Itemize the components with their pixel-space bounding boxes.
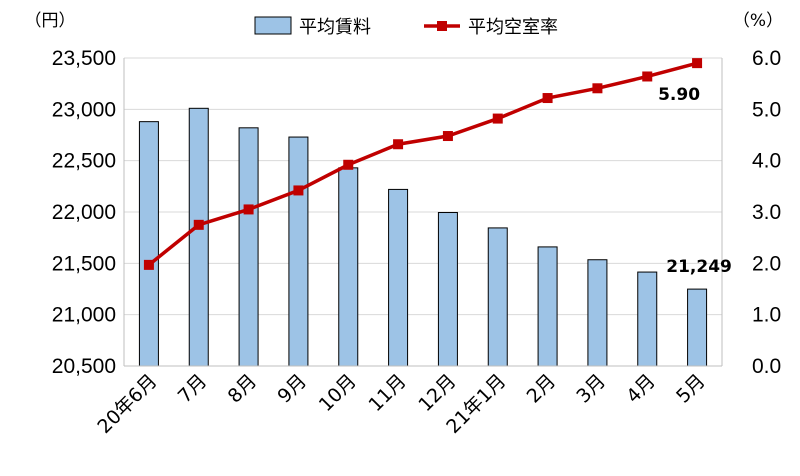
bar — [437, 212, 458, 367]
bar — [238, 127, 259, 367]
category-label: 8月 — [224, 370, 262, 408]
line-point — [642, 71, 653, 82]
bar-data-label: 21,249 — [666, 257, 732, 277]
right-tick-label: 5.0 — [752, 98, 781, 121]
line-point — [692, 58, 703, 69]
right-tick-label: 1.0 — [752, 304, 781, 327]
category-label: 7月 — [174, 370, 212, 408]
axes — [123, 58, 723, 367]
bar — [687, 288, 708, 367]
line-data-label: 5.90 — [658, 85, 700, 105]
line-point — [492, 113, 503, 124]
category-label: 9月 — [273, 370, 311, 408]
bar — [487, 227, 508, 367]
category-label: 20年6月 — [93, 370, 161, 438]
left-tick-label: 20,500 — [52, 355, 116, 378]
bar — [138, 121, 159, 367]
legend: 平均賃料 平均空室率 — [254, 16, 558, 38]
line-point — [293, 185, 304, 196]
axis-labels: 20,500 21,000 21,500 22,000 22,500 23,000 23,5… — [52, 47, 781, 438]
bar — [637, 271, 658, 367]
category-label: 5月 — [672, 370, 710, 408]
bar — [338, 167, 359, 367]
category-label: 3月 — [572, 370, 610, 408]
left-tick-label: 22,500 — [52, 150, 116, 173]
line-point — [243, 204, 254, 215]
bar — [188, 107, 209, 367]
legend-label: 平均賃料 — [299, 17, 371, 38]
right-axis-unit: （%） — [733, 11, 783, 31]
category-label: 2月 — [523, 370, 561, 408]
line-point — [442, 131, 453, 142]
line-point — [542, 93, 553, 104]
line-path — [147, 61, 698, 267]
line-point — [193, 219, 204, 230]
bar-series — [138, 107, 708, 367]
category-label: 10月 — [315, 370, 361, 416]
left-tick-label: 21,000 — [52, 304, 116, 327]
left-tick-label: 22,000 — [52, 201, 116, 224]
bar — [587, 259, 608, 367]
right-tick-label: 3.0 — [752, 201, 781, 224]
left-axis-unit: （円） — [25, 11, 76, 31]
line-series — [143, 58, 703, 270]
bar — [388, 188, 409, 367]
right-tick-label: 0.0 — [752, 355, 781, 378]
line-point — [343, 159, 354, 170]
left-tick-label: 23,500 — [52, 47, 116, 70]
line-point — [143, 259, 154, 270]
category-label: 4月 — [622, 370, 660, 408]
grid-lines — [124, 57, 722, 367]
legend-swatch-marker — [437, 21, 447, 31]
legend-label: 平均空室率 — [468, 17, 558, 38]
bar — [288, 136, 309, 367]
right-tick-label: 4.0 — [752, 150, 781, 173]
category-label: 12月 — [414, 370, 460, 416]
left-tick-label: 21,500 — [52, 252, 116, 275]
left-tick-label: 23,000 — [52, 98, 116, 121]
legend-swatch-bar — [254, 16, 292, 35]
right-tick-label: 2.0 — [752, 252, 781, 275]
line-point — [592, 83, 603, 94]
category-label: 11月 — [365, 370, 411, 416]
right-tick-label: 6.0 — [752, 47, 781, 70]
bar — [537, 246, 558, 367]
line-point — [393, 139, 404, 150]
